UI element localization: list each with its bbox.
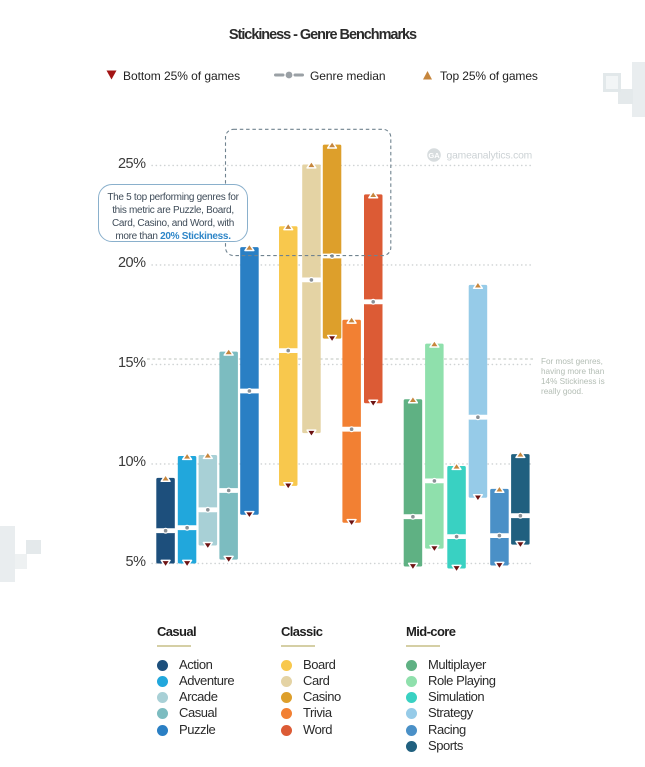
svg-text:GA: GA [428, 151, 440, 160]
svg-text:gameanalytics.com: gameanalytics.com [447, 151, 533, 162]
